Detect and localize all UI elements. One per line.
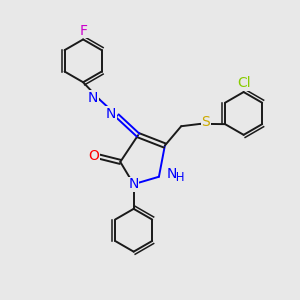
Text: Cl: Cl <box>237 76 251 90</box>
Text: F: F <box>80 23 87 38</box>
Text: N: N <box>88 91 98 105</box>
Text: N: N <box>106 107 116 121</box>
Text: ·H: ·H <box>173 171 185 184</box>
Text: O: O <box>88 149 99 163</box>
Text: S: S <box>202 116 210 129</box>
Text: N: N <box>128 178 139 191</box>
Text: N: N <box>166 167 177 182</box>
